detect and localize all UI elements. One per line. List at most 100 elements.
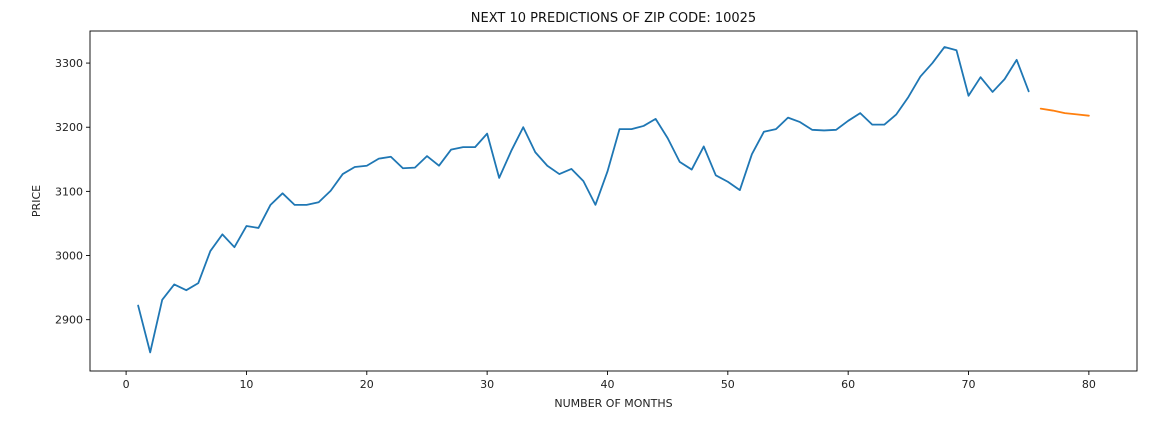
data-point: [305, 203, 308, 206]
data-point: [281, 192, 284, 195]
y-tick-label: 3100: [55, 185, 83, 198]
x-tick-label: 0: [123, 378, 130, 391]
y-tick-label: 2900: [55, 314, 83, 327]
data-point: [943, 46, 946, 49]
data-point: [859, 112, 862, 115]
x-tick-label: 60: [841, 378, 855, 391]
y-tick-label: 3200: [55, 121, 83, 134]
data-point: [365, 164, 368, 167]
chart-title: NEXT 10 PREDICTIONS OF ZIP CODE: 10025: [471, 11, 756, 26]
data-point: [317, 201, 320, 204]
data-point: [1063, 112, 1066, 115]
data-point: [1075, 113, 1078, 116]
plot-area: 0 10 20 30 40 50 60 70 80 2900 3000 3100 3200 3300: [55, 30, 1138, 391]
data-point: [762, 130, 765, 133]
data-point: [931, 62, 934, 65]
data-point: [329, 189, 332, 192]
data-point: [570, 167, 573, 170]
data-point: [269, 203, 272, 206]
y-tick-label: 3000: [55, 250, 83, 263]
data-point: [594, 203, 597, 206]
data-point: [750, 153, 753, 156]
data-point: [606, 170, 609, 173]
data-point: [221, 233, 224, 236]
data-point: [173, 283, 176, 286]
data-point: [197, 282, 200, 285]
data-point: [401, 167, 404, 170]
data-point: [377, 157, 380, 160]
data-point: [835, 128, 838, 131]
data-point: [738, 189, 741, 192]
data-point: [353, 166, 356, 169]
data-point: [293, 203, 296, 206]
data-point: [522, 126, 525, 129]
data-point: [425, 155, 428, 158]
x-tick-label: 50: [721, 378, 735, 391]
x-tick-label: 30: [480, 378, 494, 391]
data-point: [185, 289, 188, 292]
data-point: [642, 124, 645, 127]
x-tick-label: 20: [360, 378, 374, 391]
data-point: [991, 90, 994, 93]
data-point: [498, 176, 501, 179]
y-axis-label: PRICE: [30, 185, 43, 217]
data-point: [702, 145, 705, 148]
data-point: [618, 128, 621, 131]
data-point: [413, 166, 416, 169]
data-point: [389, 155, 392, 158]
data-point: [630, 128, 633, 131]
x-tick-label: 40: [600, 378, 614, 391]
data-point: [1087, 114, 1090, 117]
series-line-1: [137, 46, 1030, 354]
data-point: [847, 119, 850, 122]
data-point: [137, 304, 140, 307]
data-point: [438, 164, 441, 167]
data-point: [450, 148, 453, 151]
data-point: [1003, 78, 1006, 81]
data-point: [787, 116, 790, 119]
data-point: [871, 123, 874, 126]
data-point: [209, 250, 212, 253]
data-point: [1027, 90, 1030, 93]
data-point: [678, 160, 681, 163]
data-point: [907, 96, 910, 99]
data-point: [955, 49, 958, 52]
y-tick-label: 3300: [55, 57, 83, 70]
data-point: [883, 123, 886, 126]
data-point: [666, 137, 669, 140]
data-point: [233, 246, 236, 249]
data-point: [726, 180, 729, 183]
x-tick-label: 70: [962, 378, 976, 391]
data-point: [654, 117, 657, 120]
data-point: [1015, 58, 1018, 61]
axes-frame: [89, 30, 1138, 372]
data-point: [919, 75, 922, 78]
data-point: [341, 173, 344, 176]
data-point: [462, 146, 465, 149]
data-point: [245, 225, 248, 228]
data-point: [774, 128, 777, 131]
series-line-2: [1039, 107, 1090, 117]
data-point: [534, 151, 537, 154]
data-point: [474, 146, 477, 149]
data-point: [582, 180, 585, 183]
data-point: [257, 226, 260, 229]
data-point: [690, 168, 693, 171]
data-point: [799, 121, 802, 124]
data-point: [161, 298, 164, 301]
data-point: [823, 129, 826, 132]
data-point: [486, 132, 489, 135]
data-point: [714, 174, 717, 177]
data-point: [1039, 107, 1042, 110]
data-point: [967, 94, 970, 97]
data-point: [558, 173, 561, 176]
x-tick-label: 10: [239, 378, 253, 391]
data-point: [546, 164, 549, 167]
x-axis-label: NUMBER OF MONTHS: [554, 397, 672, 410]
data-point: [895, 113, 898, 116]
data-point: [510, 149, 513, 152]
data-point: [149, 351, 152, 354]
data-point: [811, 128, 814, 131]
